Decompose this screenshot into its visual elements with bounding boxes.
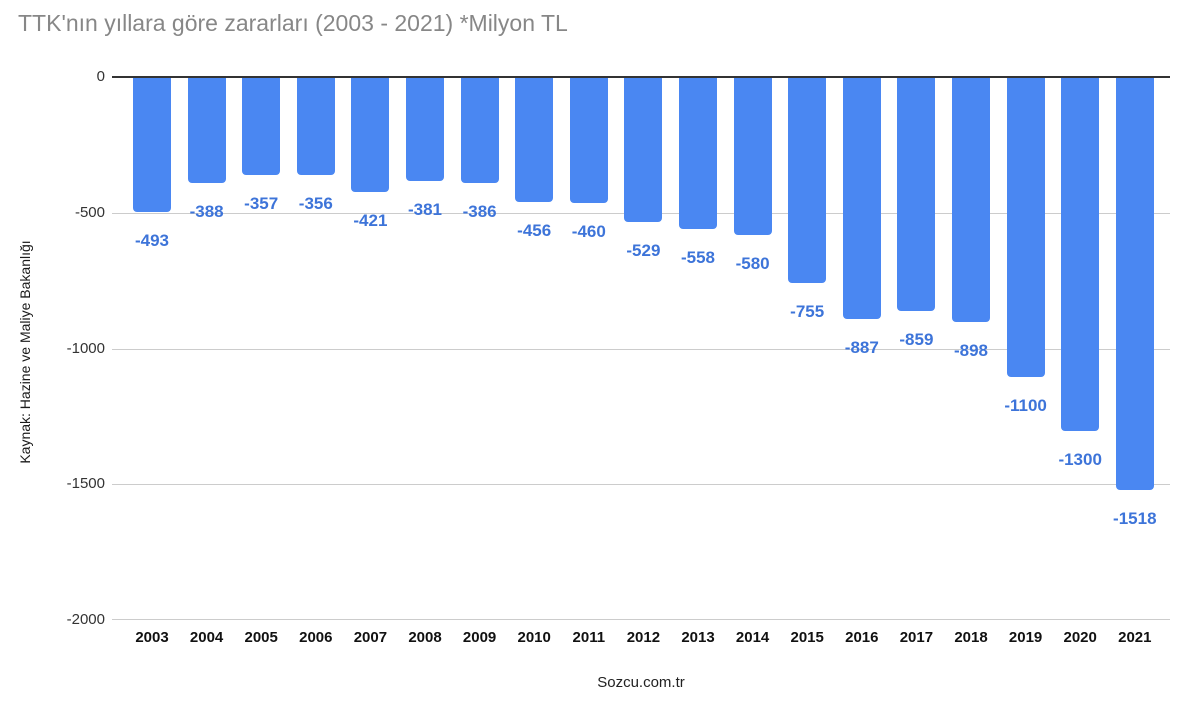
y-tick-label: -1000 [66,339,105,357]
bar [952,78,990,322]
bar-value-label: -381 [407,200,443,220]
plot-area: -493 -388 -357 -356 -421 -381 -386 -456 -460 -529… [112,76,1170,620]
bar-value-label: -357 [244,193,279,213]
x-tick-label: 2015 [790,629,824,646]
x-tick-label: 2018 [954,629,988,646]
x-tick-label: 2012 [626,629,661,646]
x-tick-label: 2011 [572,629,606,646]
x-tick-label: 2003 [135,629,169,646]
bar-value-label: -388 [189,202,224,222]
bar-value-label: -456 [517,220,552,240]
x-tick-label: 2017 [899,629,934,646]
x-tick-label: 2021 [1118,629,1152,646]
x-tick-label: 2014 [735,629,770,646]
x-tick-label: 2006 [299,629,333,646]
gridline [112,348,1170,350]
bar [242,78,281,175]
bar [1061,78,1100,431]
bar [187,78,226,184]
bar-value-label: -1518 [1113,509,1157,529]
bar [624,78,663,222]
bar [842,78,881,319]
bar-value-label: -558 [680,248,716,268]
bar [733,78,772,236]
x-tick-label: 2013 [681,629,715,646]
y-tick-label: -1500 [66,475,105,493]
bar-value-label: -460 [571,221,606,241]
bar-value-label: -529 [626,240,661,260]
bar-value-label: -859 [899,330,934,350]
x-tick-label: 2019 [1008,629,1043,646]
bar-value-label: -1300 [1058,449,1102,469]
y-tick-label: 0 [96,68,105,85]
x-tick-label: 2020 [1063,629,1097,646]
x-tick-label: 2016 [845,629,879,646]
axis-baseline [112,76,1170,78]
bar [679,78,717,230]
bar-value-label: -580 [735,254,770,274]
x-tick-label: 2007 [353,629,388,646]
bar [515,78,554,202]
gridline [112,484,1170,486]
x-tick-label: 2005 [244,629,278,646]
x-tick-label: 2004 [189,629,224,646]
x-tick-label: 2009 [462,629,497,646]
y-tick-label: -500 [74,203,105,221]
bar [897,78,936,312]
bar-value-label: -421 [353,211,388,231]
bar [133,78,171,212]
bar [788,78,827,283]
x-tick-label: 2010 [517,629,551,646]
bar [1006,78,1045,377]
bar-value-label: -755 [790,301,825,321]
x-axis: 2003 2004 2005 2006 2007 2008 2009 2010 2011 2012… [112,629,1170,649]
bar-value-label: -887 [844,337,879,357]
bar [569,78,608,203]
bar [296,78,335,175]
bar-value-label: -386 [462,201,497,221]
x-tick-label: 2008 [408,629,442,646]
bar [351,78,390,193]
chart-title: TTK'nın yıllara göre zararları (2003 - 2… [18,10,568,36]
gridline [112,619,1170,620]
bar-value-label: -1100 [1004,395,1047,415]
bar [460,78,499,183]
bar-value-label: -356 [298,193,333,213]
bar [1115,78,1154,491]
bar-value-label: -898 [953,340,989,360]
y-tick-label: -2000 [66,611,105,628]
bar-value-label: -493 [134,230,170,250]
bar [406,78,444,182]
footer-credit: Sozcu.com.tr [597,674,685,691]
